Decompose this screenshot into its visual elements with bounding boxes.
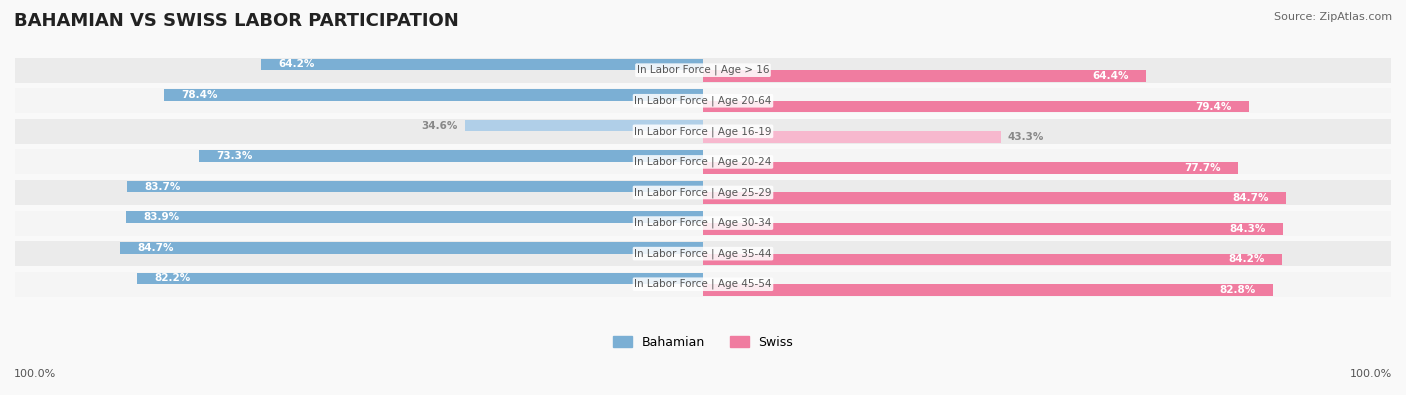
Text: 84.3%: 84.3% (1229, 224, 1265, 234)
Bar (121, 242, 703, 254)
Bar (0, 211, 1406, 235)
Legend: Bahamian, Swiss: Bahamian, Swiss (607, 331, 799, 354)
Text: 84.2%: 84.2% (1229, 254, 1265, 265)
Bar (138, 273, 703, 284)
Text: 34.6%: 34.6% (422, 120, 458, 130)
Text: 84.7%: 84.7% (1232, 193, 1268, 203)
Bar (127, 181, 703, 192)
Text: 64.4%: 64.4% (1092, 71, 1129, 81)
Text: In Labor Force | Age 16-19: In Labor Force | Age 16-19 (634, 126, 772, 137)
Text: 83.7%: 83.7% (145, 182, 181, 192)
Bar (703, 284, 1272, 296)
Bar (125, 211, 703, 223)
Bar (0, 241, 1406, 266)
Text: BAHAMIAN VS SWISS LABOR PARTICIPATION: BAHAMIAN VS SWISS LABOR PARTICIPATION (14, 12, 458, 30)
Text: 82.8%: 82.8% (1219, 285, 1256, 295)
Bar (703, 162, 1237, 173)
Bar (0, 119, 1406, 144)
Text: 83.9%: 83.9% (143, 212, 179, 222)
Text: 73.3%: 73.3% (217, 151, 252, 161)
Text: In Labor Force | Age 35-44: In Labor Force | Age 35-44 (634, 248, 772, 259)
Bar (703, 254, 1282, 265)
Bar (703, 101, 1250, 112)
Text: In Labor Force | Age 20-64: In Labor Force | Age 20-64 (634, 96, 772, 106)
Bar (0, 58, 1406, 83)
Text: 79.4%: 79.4% (1195, 102, 1232, 111)
Text: In Labor Force | Age 25-29: In Labor Force | Age 25-29 (634, 187, 772, 198)
Text: 100.0%: 100.0% (14, 369, 56, 379)
Bar (0, 88, 1406, 113)
Bar (198, 150, 703, 162)
Text: In Labor Force | Age 30-34: In Labor Force | Age 30-34 (634, 218, 772, 228)
Text: 43.3%: 43.3% (1008, 132, 1045, 142)
Bar (703, 70, 1146, 82)
Text: 64.2%: 64.2% (278, 59, 315, 70)
Text: Source: ZipAtlas.com: Source: ZipAtlas.com (1274, 12, 1392, 22)
Bar (703, 223, 1284, 235)
Text: 82.2%: 82.2% (155, 273, 191, 284)
Text: 77.7%: 77.7% (1184, 163, 1220, 173)
Bar (163, 89, 703, 101)
Text: In Labor Force | Age 45-54: In Labor Force | Age 45-54 (634, 279, 772, 290)
Text: 84.7%: 84.7% (138, 243, 174, 253)
Bar (0, 149, 1406, 175)
Text: In Labor Force | Age > 16: In Labor Force | Age > 16 (637, 65, 769, 75)
Bar (703, 131, 1001, 143)
Bar (703, 192, 1285, 204)
Bar (0, 180, 1406, 205)
Bar (465, 120, 703, 131)
Text: 100.0%: 100.0% (1350, 369, 1392, 379)
Text: In Labor Force | Age 20-24: In Labor Force | Age 20-24 (634, 157, 772, 167)
Text: 78.4%: 78.4% (181, 90, 218, 100)
Bar (262, 58, 703, 70)
Bar (0, 272, 1406, 297)
